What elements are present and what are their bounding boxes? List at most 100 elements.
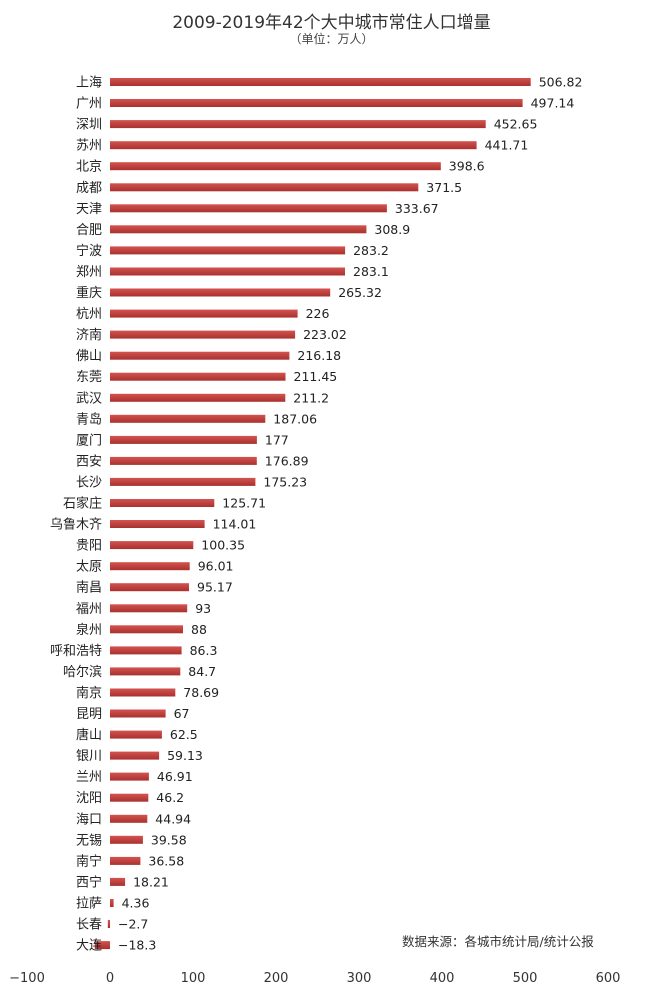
category-label: 海口	[76, 812, 102, 827]
category-label: 哈尔滨	[63, 664, 102, 680]
data-source-note: 数据来源：各城市统计局/统计公报	[402, 934, 594, 949]
bar	[110, 435, 257, 444]
x-tick-label: −100	[9, 971, 45, 986]
category-label: 青岛	[76, 411, 102, 427]
value-label: 497.14	[531, 96, 575, 111]
bar	[110, 583, 189, 592]
category-label: 石家庄	[63, 496, 102, 512]
category-label: 东莞	[76, 370, 102, 385]
value-label: 187.06	[273, 411, 317, 426]
value-label: 100.35	[201, 538, 245, 553]
category-label: 武汉	[76, 391, 102, 406]
category-label: 广州	[76, 97, 102, 112]
category-label: 银川	[76, 749, 102, 764]
category-label: 南昌	[76, 580, 102, 596]
value-label: 371.5	[426, 180, 462, 195]
value-label: 226	[306, 306, 330, 321]
bar	[110, 877, 126, 886]
value-label: 4.36	[122, 896, 150, 911]
bar	[110, 541, 194, 550]
bar	[110, 372, 286, 381]
bar	[110, 330, 296, 339]
value-label: 67	[174, 706, 190, 721]
bar	[110, 730, 162, 739]
value-label: 96.01	[198, 559, 234, 574]
category-label: 南京	[76, 685, 102, 701]
bar	[110, 141, 477, 150]
category-label: 郑州	[76, 265, 102, 280]
value-label: 216.18	[297, 348, 341, 363]
category-label: 唐山	[76, 727, 102, 743]
bar	[110, 856, 141, 865]
value-label: −2.7	[118, 917, 148, 932]
bar	[110, 120, 486, 129]
value-label: 46.91	[157, 769, 193, 784]
category-label: 呼和浩特	[50, 644, 102, 659]
value-label: 398.6	[449, 159, 485, 174]
bar	[110, 288, 331, 297]
bar	[110, 99, 523, 107]
value-label: 211.45	[294, 369, 338, 384]
value-label: 78.69	[183, 685, 219, 700]
bar	[110, 204, 387, 213]
bar	[94, 941, 110, 950]
value-label: 59.13	[167, 748, 203, 763]
bar	[110, 183, 419, 192]
value-label: 84.7	[188, 664, 216, 679]
x-tick-label: 600	[596, 971, 621, 986]
x-tick-label: 100	[181, 971, 206, 986]
value-label: 62.5	[170, 727, 198, 742]
chart-title: 2009-2019年42个大中城市常住人口增量	[172, 13, 491, 33]
value-label: 88	[191, 622, 207, 637]
category-label: 上海	[76, 76, 102, 91]
bar	[110, 393, 286, 402]
category-label: 南宁	[76, 853, 102, 869]
value-label: 283.1	[353, 264, 389, 279]
category-label: 宁波	[76, 243, 102, 259]
bar	[110, 162, 441, 171]
category-label: 成都	[76, 181, 102, 196]
bar	[110, 751, 160, 760]
value-label: 283.2	[353, 243, 389, 258]
category-label: 西宁	[76, 874, 102, 890]
bar	[107, 920, 110, 928]
value-label: 44.94	[155, 811, 191, 826]
bar	[110, 793, 149, 802]
category-label: 济南	[76, 327, 102, 343]
x-tick-label: 200	[264, 971, 289, 986]
bar	[110, 835, 143, 844]
category-label: 长春	[76, 918, 102, 933]
value-label: 39.58	[151, 832, 187, 847]
value-label: 265.32	[338, 285, 382, 300]
value-label: 36.58	[148, 853, 184, 868]
x-tick-label: 400	[430, 971, 455, 986]
bar	[110, 520, 205, 528]
bar	[110, 456, 257, 465]
bar	[110, 814, 148, 823]
value-label: 441.71	[485, 138, 529, 153]
category-label: 乌鲁木齐	[50, 517, 102, 533]
category-labels-group: 上海广州深圳苏州北京成都天津合肥宁波郑州重庆杭州济南佛山东莞武汉青岛厦门西安长沙…	[50, 76, 102, 954]
category-label: 厦门	[76, 433, 102, 448]
value-label: −18.3	[118, 938, 156, 953]
category-label: 泉州	[76, 622, 102, 638]
bar	[110, 772, 149, 781]
bar	[110, 667, 181, 676]
value-label: 95.17	[197, 580, 233, 595]
value-label: 211.2	[293, 390, 329, 405]
category-label: 合肥	[76, 223, 102, 238]
category-label: 杭州	[76, 307, 102, 322]
category-label: 福州	[76, 602, 102, 617]
category-label: 长沙	[76, 475, 102, 490]
chart-subtitle: （单位：万人）	[289, 32, 374, 46]
bar	[110, 309, 298, 318]
bar	[110, 604, 188, 613]
x-axis-ticks-group: −100 0 100 200 300 400 500 600	[9, 971, 620, 986]
value-label: 308.9	[374, 222, 410, 237]
value-label: 46.2	[156, 790, 184, 805]
bar	[110, 414, 266, 423]
category-label: 重庆	[76, 285, 102, 301]
bar	[110, 477, 256, 486]
